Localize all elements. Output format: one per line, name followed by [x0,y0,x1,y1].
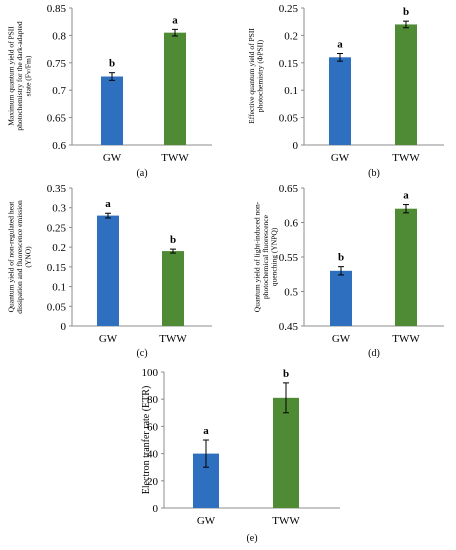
y-tick-label: 0.35 [47,183,67,195]
y-tick-label: 60 [147,421,159,433]
significance-letter: b [403,6,409,18]
y-axis-label-line: quenching (YNPQ) [270,227,279,286]
y-tick-label: 0.8 [52,30,66,42]
y-axis-label: Quantum yield of non-regulated heatdissi… [7,200,33,314]
bar-gw [101,76,123,145]
x-category-label: GW [197,515,216,527]
y-tick-label: 0.65 [279,183,299,195]
y-tick-label: 0.6 [284,218,298,230]
panel-label: (e) [246,533,257,544]
significance-letter: a [403,190,409,202]
chart-panel-4: 0.45 0.5 0.55 0.6 0.65 b GW a TWW Quantum yield o… [253,183,444,359]
bar-tww [273,397,299,508]
significance-letter: a [172,14,178,26]
significance-letter: a [337,38,343,50]
y-tick-label: 0.15 [279,58,299,70]
y-tick-label: 0 [61,321,67,333]
y-axis-label-line: (YNO) [24,246,33,268]
significance-letter: b [338,252,344,264]
y-tick-label: 0.25 [279,3,299,15]
y-axis-label-line: Quantum yield of light-induced non- [253,201,262,312]
x-category-label: GW [99,333,118,345]
chart-panel-1: 0.6 0.65 0.7 0.75 0.8 0.85 b GW a TWW Maximum quan… [7,3,212,179]
significance-letter: b [109,58,115,70]
bar-gw [330,270,352,326]
bar-tww [395,24,417,145]
chart-panel-5: 0 20 40 60 80 100 a GW b TWW Electron tranfer rate… [141,367,340,544]
panel-label: (b) [368,168,380,179]
y-tick-label: 0.75 [47,58,67,70]
y-tick-label: 80 [147,394,159,406]
significance-letter: b [170,234,176,246]
y-tick-label: 0.65 [47,113,67,125]
chart-panel-3: 0 0.05 0.1 0.15 0.2 0.25 0.3 0.35 a GW b TWW Quantum… [7,183,212,359]
panel-label: (c) [136,348,147,359]
y-axis-label-line: state (Fv/Fm) [24,55,33,96]
x-category-label: TWW [159,333,187,345]
significance-letter: a [105,198,111,210]
y-tick-label: 0.55 [279,252,299,264]
y-axis-label-line: Quantum yield of non-regulated heat [7,201,16,313]
bar-tww [162,251,184,326]
x-category-label: TWW [392,333,420,345]
y-tick-label: 0.6 [52,140,66,152]
y-tick-label: 0.5 [284,287,298,299]
x-category-label: GW [331,152,350,164]
chart-panel-2: 0 0.05 0.1 0.15 0.2 0.25 a GW b TWW Effective quan… [247,3,444,179]
y-axis-label-line: photochemical fluorescence [261,214,270,299]
x-category-label: GW [332,333,351,345]
x-category-label: TWW [272,515,300,527]
y-axis-label: Quantum yield of light-induced non-photo… [253,201,279,312]
y-axis-label: Maximum quantum yield of PSIIphotochemis… [7,21,33,131]
bar-tww [164,32,186,145]
y-axis-label-line: photochemistry for the dark-adapted [15,21,24,131]
y-tick-label: 20 [147,476,159,488]
y-axis-label-line: Maximum quantum yield of PSII [7,26,16,126]
y-tick-label: 0 [293,140,299,152]
y-axis-label-line: Electron tranfer rate (ETR) [141,386,152,495]
y-axis-label: Electron tranfer rate (ETR) [141,386,152,495]
panel-label: (a) [136,168,147,179]
bar-gw [329,57,351,145]
bar-tww [395,208,417,326]
y-axis-label-line: Effective quantum yield of PSII [247,28,256,124]
y-tick-label: 0.15 [47,262,67,274]
y-tick-label: 0.3 [52,203,66,215]
x-category-label: TWW [161,152,189,164]
y-tick-label: 0 [153,503,159,515]
x-category-label: GW [103,152,122,164]
panel-label: (d) [368,348,380,359]
y-tick-label: 0.7 [52,85,66,97]
y-tick-label: 0.2 [52,242,66,254]
bar-gw [97,215,119,326]
y-tick-label: 0.45 [279,321,299,333]
y-tick-label: 100 [142,367,159,379]
significance-letter: b [283,368,289,380]
y-tick-label: 0.05 [47,301,67,313]
y-tick-label: 0.1 [284,85,298,97]
y-tick-label: 0.05 [279,113,299,125]
y-axis-label-line: dissipation and fluorescence emission [15,200,24,314]
y-tick-label: 40 [147,449,159,461]
x-category-label: TWW [392,152,420,164]
y-tick-label: 0.2 [284,30,298,42]
significance-letter: a [203,425,209,437]
y-axis-label: Effective quantum yield of PSIIphotochem… [247,28,265,124]
y-tick-label: 0.85 [47,3,67,15]
y-tick-label: 0.1 [52,282,66,294]
y-tick-label: 0.25 [47,222,67,234]
y-axis-label-line: photochemistry (ΦPSII) [255,39,264,112]
